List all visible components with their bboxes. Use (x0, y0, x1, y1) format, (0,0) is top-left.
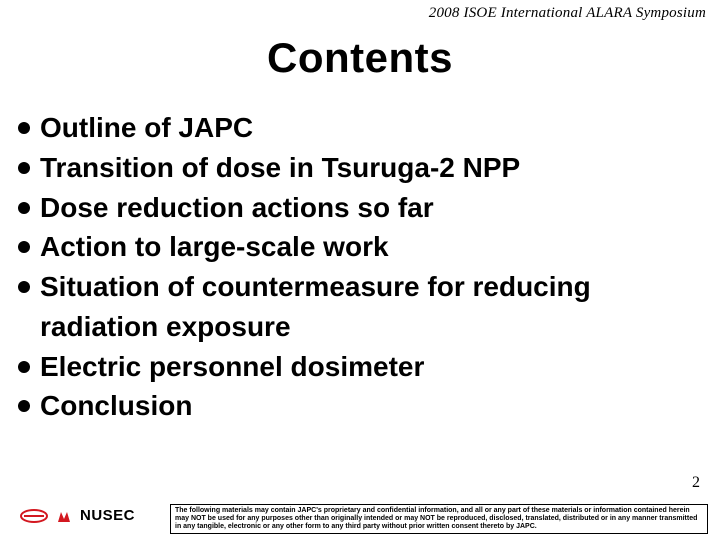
list-item: Electric personnel dosimeter (18, 347, 700, 387)
list-item-text: Transition of dose in Tsuruga-2 NPP (40, 148, 700, 188)
slide: 2008 ISOE International ALARA Symposium … (0, 0, 720, 540)
list-item-text: Outline of JAPC (40, 108, 700, 148)
disclaimer-box: The following materials may contain JAPC… (170, 504, 708, 534)
bullet-icon (18, 361, 30, 373)
list-item-text: Conclusion (40, 386, 700, 426)
list-item-text: Action to large-scale work (40, 227, 700, 267)
list-item: Outline of JAPC (18, 108, 700, 148)
disclaimer-text: The following materials may contain JAPC… (175, 507, 697, 530)
footer: NUSEC The following materials may contai… (0, 496, 720, 538)
slide-title: Contents (0, 34, 720, 82)
bullet-icon (18, 281, 30, 293)
list-item: Conclusion (18, 386, 700, 426)
bullet-icon (18, 400, 30, 412)
bullet-icon (18, 241, 30, 253)
list-item-text: Situation of countermeasure for reducing… (40, 267, 700, 347)
nusec-label: NUSEC (80, 507, 135, 524)
bullet-icon (18, 202, 30, 214)
triangle-logo-icon (56, 508, 72, 524)
oval-logo-icon (20, 509, 48, 523)
list-item: Situation of countermeasure for reducing… (18, 267, 700, 347)
list-item-text: Electric personnel dosimeter (40, 347, 700, 387)
list-item: Dose reduction actions so far (18, 188, 700, 228)
list-item-text: Dose reduction actions so far (40, 188, 700, 228)
bullet-icon (18, 162, 30, 174)
logo-group: NUSEC (20, 507, 135, 524)
header-text: 2008 ISOE International ALARA Symposium (429, 5, 706, 22)
list-item: Transition of dose in Tsuruga-2 NPP (18, 148, 700, 188)
bullet-icon (18, 122, 30, 134)
content-list: Outline of JAPC Transition of dose in Ts… (18, 108, 700, 426)
list-item: Action to large-scale work (18, 227, 700, 267)
page-number: 2 (692, 474, 700, 492)
